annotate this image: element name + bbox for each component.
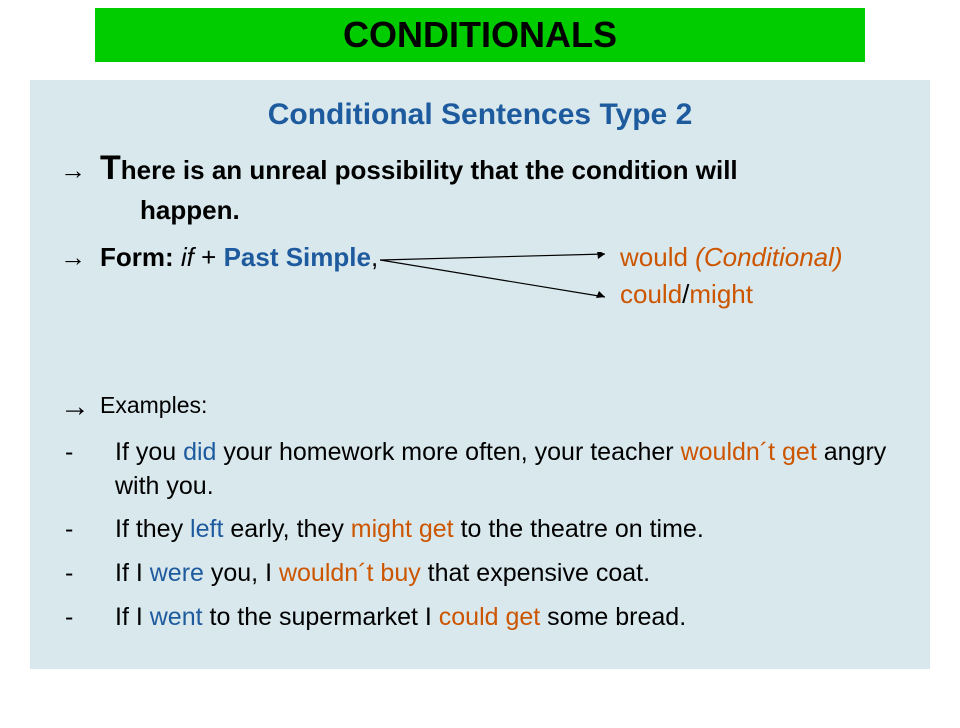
form-row: →Form: if + Past Simple, would (Conditio… [60,242,900,273]
examples-header: →Examples: [60,390,900,424]
description-line-2: happen. [60,194,900,228]
ex3-h2: wouldn´t buy [279,559,421,587]
form-conditional: (Conditional) [695,242,842,272]
fork-arrow-icon [380,252,620,312]
ex3-h1: were [150,559,204,587]
form-label: Form [100,242,165,272]
ex4-p2: to the supermarket I [203,603,439,631]
examples-label-text: Examples: [100,392,207,418]
ex4-p3: some bread. [540,603,686,631]
header-band: CONDITIONALS [95,8,865,62]
dash-icon: - [90,601,115,635]
form-if: if [181,242,194,272]
ex1-p1: If you [115,438,183,466]
arrow-icon: → [60,390,100,424]
plus: + [201,242,216,272]
dash-icon: - [90,436,115,470]
dash-icon: - [90,513,115,547]
example-4: -If I went to the supermarket I could ge… [90,601,900,635]
description-line-1: →There is an unreal possibility that the… [60,146,900,190]
ex4-h2: could get [439,603,540,631]
ex1-h1: did [183,438,216,466]
form-could-might: could/might [620,279,900,310]
content-panel: Conditional Sentences Type 2 →There is a… [30,80,930,669]
arrow-icon: → [60,154,100,188]
example-1: -If you did your homework more often, yo… [90,436,900,504]
ex2-p3: to the theatre on time. [454,515,704,543]
ex3-p1: If I [115,559,150,587]
header-title: CONDITIONALS [343,14,617,55]
ex2-h1: left [190,515,223,543]
comma: , [371,242,378,272]
desc-rest: here is an unreal possibility that the c… [121,155,738,185]
subtitle: Conditional Sentences Type 2 [60,98,900,132]
spacer [60,320,900,390]
ex3-p3: that expensive coat. [421,559,650,587]
form-might: might [689,279,753,309]
ex2-p1: If they [115,515,190,543]
example-2: -If they left early, they might get to t… [90,513,900,547]
ex2-h2: might get [351,515,454,543]
form-right-group: would (Conditional) [620,242,843,273]
form-past-simple: Past Simple [224,242,371,272]
ex1-h2: wouldn´t get [681,438,817,466]
ex4-p1: If I [115,603,150,631]
ex2-p2: early, they [223,515,350,543]
ex4-h1: went [150,603,203,631]
dash-icon: - [90,557,115,591]
arrow-icon: → [60,242,100,273]
ex3-p2: you, I [204,559,279,587]
ex1-p2: your homework more often, your teacher [216,438,680,466]
form-would: would [620,242,688,272]
colon: : [165,242,174,272]
desc-cap: T [100,149,121,187]
form-could: could [620,279,682,309]
example-3: -If I were you, I wouldn´t buy that expe… [90,557,900,591]
